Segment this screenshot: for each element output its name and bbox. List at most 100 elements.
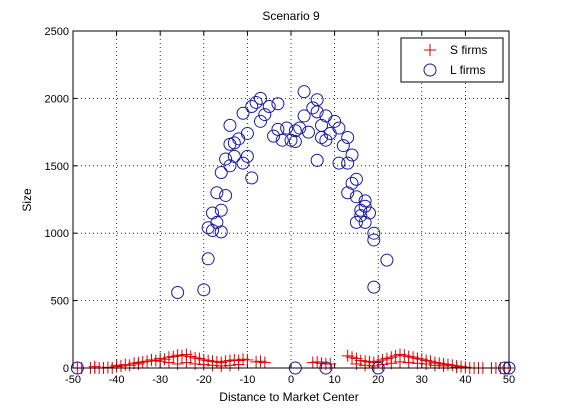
l-firm-point bbox=[197, 283, 211, 297]
l-firm-point bbox=[341, 156, 355, 170]
l-firm-point bbox=[332, 121, 346, 135]
l-firm-point bbox=[345, 148, 359, 162]
x-tick-label: 10 bbox=[328, 374, 340, 386]
s-firm-point bbox=[110, 359, 123, 372]
s-firm-point bbox=[394, 355, 406, 368]
s-firm-point bbox=[241, 353, 254, 366]
l-firm-point bbox=[275, 133, 289, 147]
l-firm-point bbox=[236, 156, 250, 170]
legend-marker-l-firms bbox=[423, 63, 437, 77]
s-firm-point bbox=[367, 359, 380, 372]
s-firm-point bbox=[197, 358, 210, 371]
y-tick-label: 1500 bbox=[45, 161, 69, 173]
l-firm-point bbox=[258, 108, 272, 122]
l-firm-point bbox=[297, 109, 311, 123]
l-firm-point bbox=[245, 99, 259, 113]
l-firm-point bbox=[245, 171, 259, 185]
y-tick-label: 2000 bbox=[45, 93, 69, 105]
l-firm-point bbox=[306, 101, 320, 115]
l-firm-point bbox=[253, 91, 267, 105]
l-firm-point bbox=[328, 114, 342, 128]
chart-title: Scenario 9 bbox=[262, 9, 320, 23]
l-firm-point bbox=[332, 156, 346, 170]
s-firm-point bbox=[162, 356, 175, 369]
x-tick-label: 40 bbox=[459, 374, 471, 386]
s-firm-point bbox=[88, 360, 101, 373]
s-firm-point bbox=[223, 359, 236, 372]
l-firm-point bbox=[349, 190, 363, 204]
s-firm-point bbox=[132, 356, 145, 369]
l-firm-point bbox=[171, 286, 185, 300]
s-firm-point bbox=[154, 355, 167, 368]
l-firm-point bbox=[267, 129, 281, 143]
x-tick-label: -40 bbox=[109, 374, 125, 386]
s-firm-point bbox=[258, 356, 271, 369]
l-firm-point bbox=[319, 133, 333, 147]
x-axis-label: Distance to Market Center bbox=[219, 390, 358, 404]
l-firm-point bbox=[249, 95, 263, 109]
legend: S firms L firms bbox=[400, 37, 504, 83]
l-firm-point bbox=[367, 280, 381, 294]
l-firm-point bbox=[214, 203, 228, 217]
l-firm-point bbox=[240, 126, 254, 140]
x-tick-label: 20 bbox=[372, 374, 384, 386]
l-firm-point bbox=[262, 99, 276, 113]
l-firm-point bbox=[227, 149, 241, 163]
s-firm-point bbox=[180, 356, 193, 369]
l-firm-point bbox=[349, 215, 363, 229]
l-firm-point bbox=[280, 121, 294, 135]
l-firm-point bbox=[345, 176, 359, 190]
l-firm-point bbox=[201, 252, 215, 266]
x-tick-label: -20 bbox=[196, 374, 212, 386]
s-firm-point bbox=[411, 357, 424, 370]
legend-label-l-firms: L firms bbox=[450, 63, 486, 77]
l-firm-point bbox=[214, 166, 228, 180]
l-firm-point bbox=[288, 135, 302, 149]
s-firm-point bbox=[385, 357, 398, 370]
y-axis-label: Size bbox=[20, 188, 34, 212]
l-firm-point bbox=[362, 206, 376, 220]
l-firm-point bbox=[210, 186, 224, 200]
l-firm-point bbox=[358, 199, 372, 213]
x-tick-label: 50 bbox=[503, 374, 515, 386]
l-firm-point bbox=[236, 106, 250, 120]
l-firm-point bbox=[288, 124, 302, 138]
s-firm-point bbox=[359, 359, 372, 372]
legend-box bbox=[400, 37, 504, 83]
x-tick-label: 0 bbox=[288, 374, 294, 386]
legend-marker-s-firms bbox=[424, 44, 436, 56]
s-firm-point bbox=[402, 356, 415, 369]
s-firm-point bbox=[428, 359, 441, 372]
s-firm-point bbox=[450, 361, 463, 374]
grid-lines bbox=[73, 31, 509, 368]
x-tick-label: -50 bbox=[65, 374, 81, 386]
y-tick-label: 1000 bbox=[45, 228, 69, 240]
legend-label-s-firms: S firms bbox=[450, 43, 487, 57]
y-tick-label: 0 bbox=[63, 363, 69, 375]
l-firm-point bbox=[223, 118, 237, 132]
y-tick-label: 500 bbox=[51, 296, 69, 308]
l-firm-point bbox=[227, 136, 241, 150]
l-firm-point bbox=[297, 85, 311, 99]
l-firm-point bbox=[310, 105, 324, 119]
x-tick-label: -10 bbox=[239, 374, 255, 386]
l-firm-point bbox=[301, 125, 315, 139]
s-firm-point bbox=[232, 358, 245, 371]
y-tick-label: 2500 bbox=[45, 26, 69, 38]
l-firm-point bbox=[336, 139, 350, 153]
s-firm-point bbox=[437, 359, 450, 372]
l-firm-point bbox=[206, 224, 220, 238]
x-tick-label: 30 bbox=[416, 374, 428, 386]
l-firm-point bbox=[367, 233, 381, 247]
tick-labels: -50 -40 -30 -20 -10 0 10 20 30 40 5005001000150020… bbox=[45, 26, 516, 386]
s-firm-point bbox=[206, 359, 219, 372]
l-firm-point bbox=[219, 188, 233, 202]
l-firm-point bbox=[240, 149, 254, 163]
l-firm-point bbox=[219, 152, 233, 166]
x-tick-label: -30 bbox=[152, 374, 168, 386]
l-firm-point bbox=[271, 97, 285, 111]
l-firm-point bbox=[358, 194, 372, 208]
l-firm-point bbox=[380, 253, 394, 267]
l-firm-point bbox=[310, 153, 324, 167]
